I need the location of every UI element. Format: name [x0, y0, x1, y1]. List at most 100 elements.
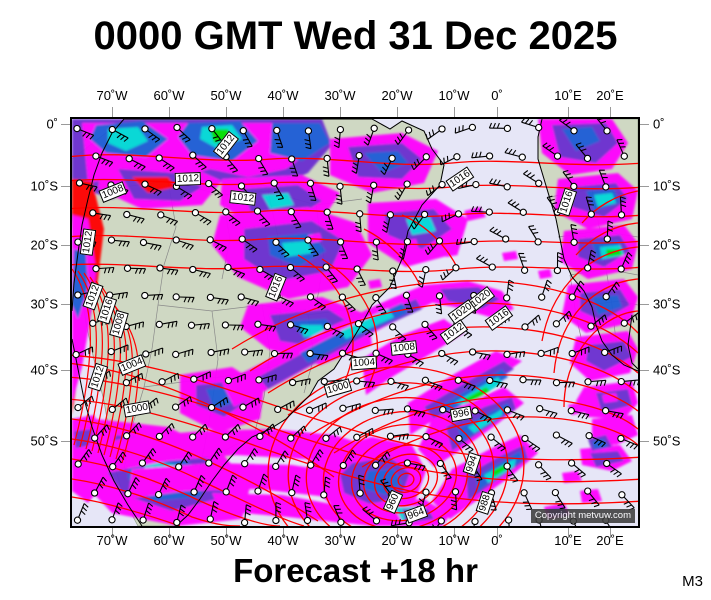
wind-barb-feather: [253, 448, 259, 454]
wind-barb-feather: [231, 429, 236, 436]
wind-barb-station: [371, 461, 380, 469]
wind-barb-feather: [546, 279, 552, 285]
wind-barb-feather: [528, 119, 534, 125]
wind-barb-feather: [107, 267, 111, 274]
wind-barb-shaft: [377, 451, 388, 464]
wind-barb-feather: [148, 134, 154, 139]
wind-barb-feather: [252, 350, 256, 357]
wind-barb-shaft: [591, 379, 606, 383]
wind-barb-feather: [185, 454, 190, 460]
wind-barb-station: [92, 265, 100, 273]
wind-barb-feather: [236, 272, 242, 277]
wind-barb-feather: [486, 418, 492, 423]
wind-barb-station: [570, 238, 578, 246]
wind-barb-shaft: [413, 158, 425, 171]
wind-barb-feather: [619, 413, 624, 419]
wind-barb-shaft: [146, 242, 162, 247]
wind-barb-feather: [427, 246, 431, 252]
wind-barb-feather: [463, 237, 467, 244]
wind-barb-shaft: [213, 297, 229, 301]
wind-barb-station: [617, 434, 625, 443]
wind-barb-station: [239, 403, 247, 411]
wind-barb-shaft: [333, 505, 341, 520]
wind-barb-feather: [593, 504, 600, 508]
wind-barb-feather: [626, 255, 631, 261]
isobar-label: 1008: [390, 340, 418, 356]
wind-barb-feather: [93, 186, 98, 192]
wind-barb-station: [206, 293, 215, 302]
wind-barb-station: [537, 349, 545, 358]
wind-barb-feather: [215, 139, 221, 142]
wind-barb-feather: [334, 140, 340, 145]
wind-barb-shaft: [227, 158, 239, 171]
wind-barb-shaft: [309, 242, 319, 256]
wind-barb-feather: [117, 293, 121, 300]
wind-barb-station: [189, 151, 197, 159]
wind-barb-feather: [394, 139, 399, 145]
wind-barb-feather: [283, 254, 290, 258]
wind-barb-feather: [367, 381, 372, 388]
isobar-label: 1012: [229, 190, 257, 206]
wind-barb-station: [155, 154, 163, 162]
wind-barb-shaft: [471, 210, 487, 213]
wind-barb-feather: [363, 141, 369, 146]
wind-barb-feather: [587, 200, 593, 202]
wind-barb-feather: [358, 478, 365, 482]
wind-barb-shaft: [558, 436, 573, 444]
wind-barb-shaft: [176, 504, 182, 520]
wind-barb-station: [567, 407, 575, 415]
wind-barb-feather: [217, 194, 223, 199]
wind-barb-station: [389, 323, 397, 331]
wind-barb-feather: [600, 120, 607, 124]
wind-barb-feather: [259, 217, 265, 222]
x-tick-label: 50˚W: [210, 533, 242, 548]
wind-barb-feather: [383, 409, 386, 416]
wind-barb-feather: [497, 445, 503, 450]
tick-mark-bottom: [340, 528, 341, 538]
wind-barb-feather: [565, 121, 571, 126]
y-tick-label: 50˚S: [653, 433, 681, 449]
wind-barb-feather: [304, 502, 311, 505]
wind-barb-feather: [413, 220, 417, 227]
wind-barb-feather: [356, 277, 362, 280]
wind-barb-station: [387, 377, 395, 386]
wind-barb-feather: [273, 191, 280, 194]
synoptic-chart-plot[interactable]: 1012 1012 1008 1012 1016 1016 1016 1012 1012 1016…: [70, 117, 640, 528]
wind-barb-station: [422, 266, 430, 274]
wind-barb-shaft: [210, 501, 215, 517]
wind-barb-feather: [453, 360, 459, 366]
wind-barb-feather: [300, 328, 305, 334]
x-tick-label: 40˚W: [267, 88, 299, 103]
wind-barb-feather: [189, 245, 194, 251]
wind-barb-station: [535, 179, 543, 187]
wind-barb-shaft: [378, 408, 394, 411]
page-title: 0000 GMT Wed 31 Dec 2025: [93, 14, 618, 58]
wind-barb-feather: [245, 508, 252, 512]
wind-barb-shaft: [528, 226, 537, 240]
wind-barb-station: [286, 263, 295, 272]
wind-barb-feather: [126, 241, 130, 247]
wind-barb-feather: [93, 241, 97, 248]
wind-barb-feather: [152, 400, 156, 406]
wind-barb-shaft: [427, 186, 440, 197]
wind-barb-feather: [504, 147, 509, 153]
wind-barb-shaft: [244, 240, 258, 250]
wind-barb-feather: [421, 465, 426, 472]
wind-barb-feather: [397, 335, 404, 340]
wind-barb-shaft: [558, 310, 570, 322]
wind-barb-feather: [383, 221, 389, 226]
wind-barb-shaft: [279, 296, 294, 304]
wind-barb-feather: [626, 504, 632, 508]
wind-barb-station: [503, 462, 511, 470]
wind-barb-shaft: [194, 475, 202, 490]
wind-barb-feather: [125, 397, 129, 404]
tick-mark-left: [61, 124, 70, 125]
wind-barb-feather: [240, 325, 244, 331]
wind-barb-station: [189, 433, 197, 441]
wind-barb-shaft: [539, 522, 542, 526]
wind-barb-station: [122, 379, 131, 387]
wind-barb-shaft: [330, 327, 345, 335]
wind-barb-feather: [381, 457, 386, 463]
wind-barb-shaft: [506, 280, 510, 295]
wind-barb-shaft: [112, 291, 128, 296]
